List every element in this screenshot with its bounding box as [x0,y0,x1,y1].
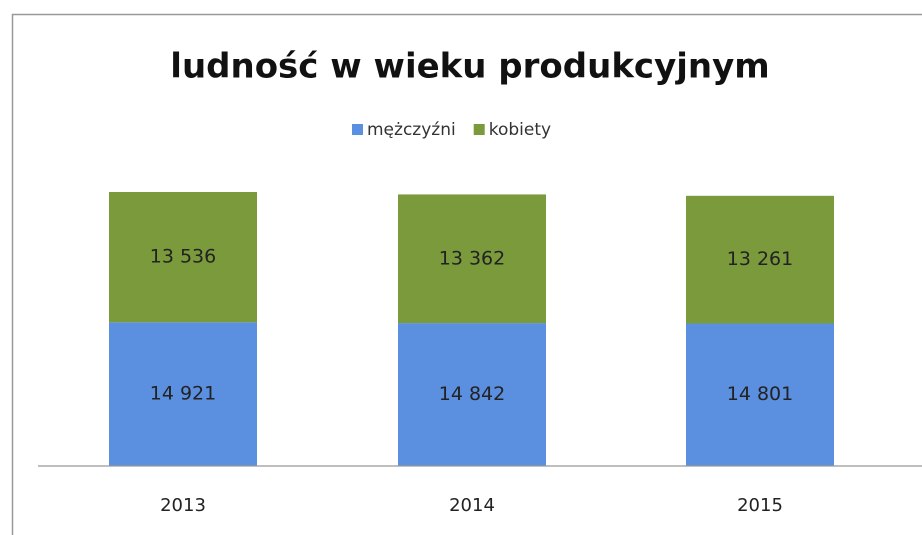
x-tick-label: 2013 [160,495,206,516]
x-tick-label: 2014 [449,495,495,516]
legend-label: mężczyźni [367,120,456,140]
legend-swatch [473,124,485,135]
data-label: 13 362 [439,247,505,269]
data-label: 14 801 [727,383,793,405]
chart-title: ludność w wieku produkcyjnym [170,47,769,87]
bar-segment [686,323,834,466]
data-label: 13 536 [150,246,216,268]
bar-segment [109,322,257,466]
bar-segment [686,195,834,324]
bar-segment [109,192,257,323]
bar-segment [398,323,546,466]
data-label: 14 921 [150,383,216,405]
legend-swatch [352,124,363,135]
legend-label: kobiety [489,120,551,140]
data-label: 14 842 [439,383,505,405]
data-label: 13 261 [727,248,793,270]
x-tick-label: 2015 [737,495,783,516]
bar-segment [398,194,546,324]
